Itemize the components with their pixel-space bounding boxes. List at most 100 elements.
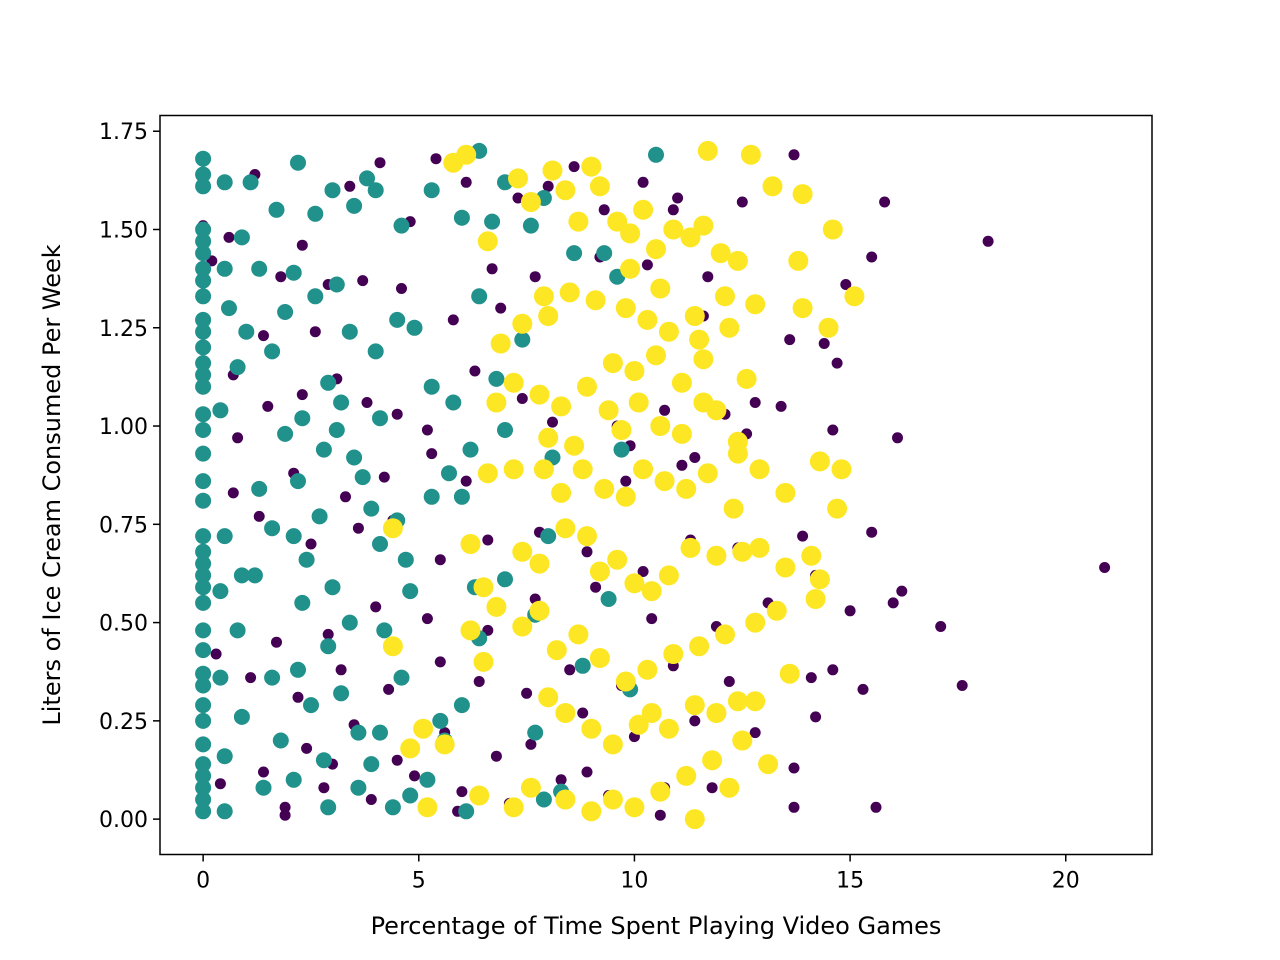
data-point: [212, 669, 229, 686]
data-point: [335, 664, 347, 676]
data-point: [658, 321, 679, 342]
data-point: [598, 204, 610, 216]
data-point: [383, 683, 395, 695]
data-point: [535, 791, 552, 808]
data-point: [195, 756, 212, 773]
data-point: [473, 651, 494, 672]
data-point: [624, 573, 645, 594]
data-point: [341, 614, 358, 631]
x-tick-label: 5: [412, 869, 426, 894]
data-point: [315, 441, 332, 458]
data-point: [574, 657, 591, 674]
data-point: [195, 712, 212, 729]
data-point: [736, 196, 748, 208]
data-point: [460, 620, 481, 641]
data-point: [419, 771, 436, 788]
y-axis-label: Liters of Ice Cream Consumed Per Week: [38, 244, 66, 725]
data-point: [710, 243, 731, 264]
data-point: [195, 260, 212, 277]
data-point: [311, 508, 328, 525]
data-point: [512, 541, 533, 562]
plot-frame: [159, 114, 1153, 856]
data-point: [566, 245, 583, 262]
data-point: [805, 589, 826, 609]
data-point: [659, 404, 671, 416]
data-point: [195, 311, 212, 328]
data-point: [195, 579, 212, 596]
data-point: [568, 624, 589, 645]
data-point: [477, 231, 498, 252]
data-point: [827, 424, 839, 436]
series-1: [195, 142, 664, 820]
data-point: [469, 365, 481, 377]
data-point: [258, 330, 269, 342]
data-point: [423, 182, 440, 199]
data-point: [303, 697, 319, 714]
data-point: [195, 767, 212, 784]
data-point: [397, 551, 414, 568]
data-point: [788, 250, 809, 271]
data-point: [892, 432, 903, 444]
data-point: [376, 622, 393, 639]
data-point: [607, 211, 628, 232]
y-tick-label: 0.00: [99, 808, 148, 833]
data-point: [195, 272, 212, 289]
data-point: [646, 239, 666, 260]
data-point: [471, 288, 488, 305]
data-point: [497, 422, 513, 438]
data-point: [372, 410, 388, 427]
data-point: [749, 459, 770, 480]
data-point: [633, 459, 654, 480]
data-point: [551, 482, 572, 503]
data-point: [195, 528, 212, 545]
data-point: [615, 671, 636, 692]
data-point: [542, 180, 554, 192]
data-point: [602, 789, 623, 810]
data-point: [301, 742, 313, 754]
data-point: [762, 176, 783, 197]
data-point: [486, 263, 498, 275]
data-point: [195, 791, 212, 808]
data-point: [469, 785, 490, 806]
data-point: [555, 518, 576, 539]
data-point: [646, 613, 658, 625]
data-point: [667, 204, 679, 216]
data-point: [650, 278, 671, 299]
data-point: [620, 223, 641, 244]
data-point: [706, 545, 727, 566]
data-point: [255, 779, 272, 796]
data-point: [827, 664, 839, 676]
data-point: [497, 571, 513, 588]
data-point: [216, 748, 233, 765]
data-point: [702, 750, 723, 771]
data-point: [792, 184, 813, 205]
data-point: [341, 323, 358, 340]
data-point: [527, 724, 544, 741]
y-axis-ticks: 0.00 0.25 0.50 0.75 1.00 1.25 1.50 1.75: [99, 120, 160, 833]
data-point: [684, 695, 705, 716]
data-point: [384, 799, 401, 816]
data-point: [805, 672, 817, 684]
data-point: [727, 250, 748, 271]
data-point: [402, 787, 419, 804]
data-point: [233, 229, 250, 246]
data-point: [663, 219, 684, 240]
y-tick-label: 0.50: [99, 612, 148, 637]
data-point: [538, 687, 559, 708]
data-point: [396, 283, 407, 294]
data-point: [831, 459, 852, 480]
data-point: [577, 707, 589, 719]
data-point: [831, 357, 843, 369]
data-point: [195, 445, 212, 462]
data-point: [809, 451, 830, 472]
data-point: [374, 157, 386, 169]
data-point: [615, 486, 636, 507]
data-point: [195, 378, 212, 395]
data-point: [822, 219, 843, 240]
data-point: [637, 566, 649, 577]
data-point: [315, 752, 332, 769]
data-point: [460, 534, 481, 554]
x-axis-ticks: 0 5 10 15 20: [196, 854, 1080, 894]
data-point: [296, 389, 308, 401]
data-point: [555, 774, 567, 786]
